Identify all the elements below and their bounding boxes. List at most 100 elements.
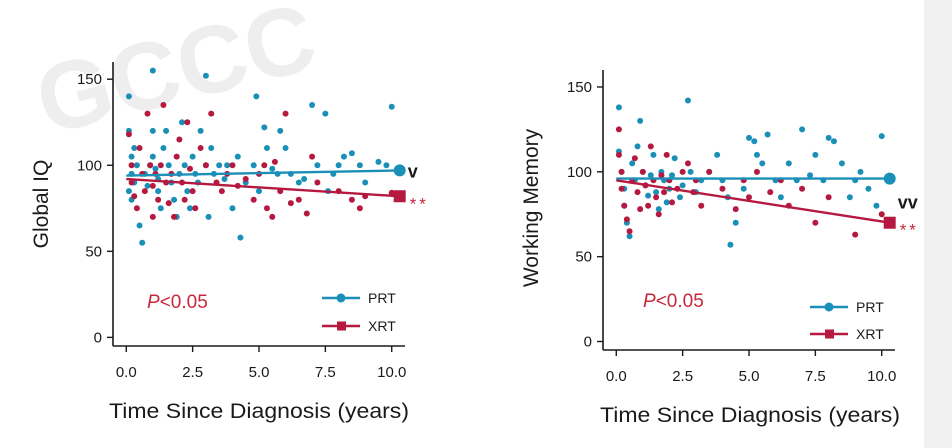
prt-point — [650, 151, 657, 158]
prt-point — [663, 199, 670, 206]
prt-point — [340, 153, 347, 160]
prt-point — [687, 168, 694, 175]
xrt-point — [287, 200, 294, 207]
prt-point — [751, 138, 758, 145]
xrt-point — [155, 196, 162, 203]
xrt-point — [825, 194, 832, 201]
xrt-point — [621, 202, 628, 209]
prt-point — [144, 182, 151, 189]
prt-point — [125, 188, 132, 195]
xrt-point — [269, 213, 276, 220]
prt-point — [157, 205, 164, 212]
xrt-point — [263, 205, 270, 212]
xrt-point — [663, 151, 670, 158]
prt-point — [322, 110, 329, 117]
xrt-end-marker — [883, 216, 896, 229]
x-tick-label: 7.5 — [315, 364, 336, 381]
prt-point — [383, 162, 390, 169]
prt-point — [139, 239, 146, 246]
xrt-point — [197, 145, 204, 152]
prt-point — [388, 103, 395, 110]
xrt-point — [149, 182, 156, 189]
xrt-point — [631, 155, 638, 162]
xrt-point — [303, 210, 310, 217]
prt-point — [295, 179, 302, 186]
prt-point — [740, 185, 747, 192]
xrt-point — [176, 136, 183, 143]
xrt-end-marker — [393, 190, 406, 203]
p-value-threshold: <0.05 — [656, 291, 704, 312]
prt-point — [165, 162, 172, 169]
xrt-point — [618, 168, 625, 175]
prt-point — [171, 196, 178, 203]
y-tick-label: 150 — [567, 79, 592, 96]
xrt-point — [157, 162, 164, 169]
xrt-point — [128, 179, 135, 186]
y-axis-title: Working Memory — [520, 128, 543, 287]
y-tick-label: 0 — [584, 334, 592, 351]
y-axis-title: Global IQ — [30, 160, 53, 249]
y-tick-label: 150 — [77, 71, 102, 88]
prt-point — [202, 72, 209, 79]
xrt-point — [698, 202, 705, 209]
xrt-point — [661, 189, 668, 196]
prt-point — [224, 162, 231, 169]
prt-point — [234, 153, 241, 160]
xrt-point — [218, 188, 225, 195]
prt-point — [812, 151, 819, 158]
prt-point — [671, 155, 678, 162]
xrt-point — [133, 205, 140, 212]
xrt-significance-mark: ** — [900, 221, 919, 240]
prt-point — [149, 153, 156, 160]
prt-point — [759, 160, 766, 167]
x-tick-label: 10.0 — [867, 368, 896, 385]
x-tick-label: 5.0 — [739, 368, 760, 385]
xrt-point — [309, 153, 316, 160]
prt-point — [189, 153, 196, 160]
prt-point — [301, 176, 308, 183]
legend-label-xrt: XRT — [856, 326, 884, 342]
prt-point — [645, 192, 652, 199]
xrt-point — [618, 185, 625, 192]
xrt-point — [173, 153, 180, 160]
xrt-point — [125, 131, 132, 138]
prt-point — [753, 151, 760, 158]
prt-point — [362, 179, 369, 186]
xrt-point — [181, 196, 188, 203]
xrt-point — [746, 194, 752, 201]
prt-point — [152, 165, 159, 172]
prt-end-marker — [883, 172, 896, 185]
right-edge-strip — [924, 0, 952, 448]
prt-point — [679, 182, 686, 189]
xrt-point — [131, 193, 138, 200]
xrt-point — [186, 165, 193, 172]
xrt-point — [171, 213, 178, 220]
xrt-trend-line — [616, 179, 890, 224]
x-axis-title: Time Since Diagnosis (years) — [600, 404, 900, 427]
prt-point — [208, 145, 215, 152]
prt-point — [634, 143, 641, 150]
xrt-point — [314, 179, 321, 186]
prt-point — [309, 102, 316, 109]
prt-point — [764, 131, 771, 138]
prt-point — [149, 127, 156, 134]
p-value-label: P<0.05 — [643, 291, 704, 312]
xrt-point — [388, 189, 395, 196]
xrt-trend-line — [126, 177, 400, 198]
p-value-threshold: <0.05 — [160, 292, 208, 313]
xrt-point — [637, 206, 644, 213]
prt-point — [314, 162, 321, 169]
xrt-point — [645, 202, 652, 209]
xrt-point — [128, 162, 135, 169]
prt-point — [282, 145, 289, 152]
legend-marker-xrt — [825, 329, 834, 339]
legend-marker-xrt — [337, 321, 346, 331]
xrt-point — [684, 160, 691, 167]
prt-point — [197, 127, 204, 134]
prt-point — [785, 160, 792, 167]
prt-point — [732, 219, 739, 226]
prt-point — [857, 168, 864, 175]
x-tick-label: 10.0 — [377, 364, 406, 381]
prt-point — [128, 153, 135, 160]
xrt-point — [202, 162, 209, 169]
